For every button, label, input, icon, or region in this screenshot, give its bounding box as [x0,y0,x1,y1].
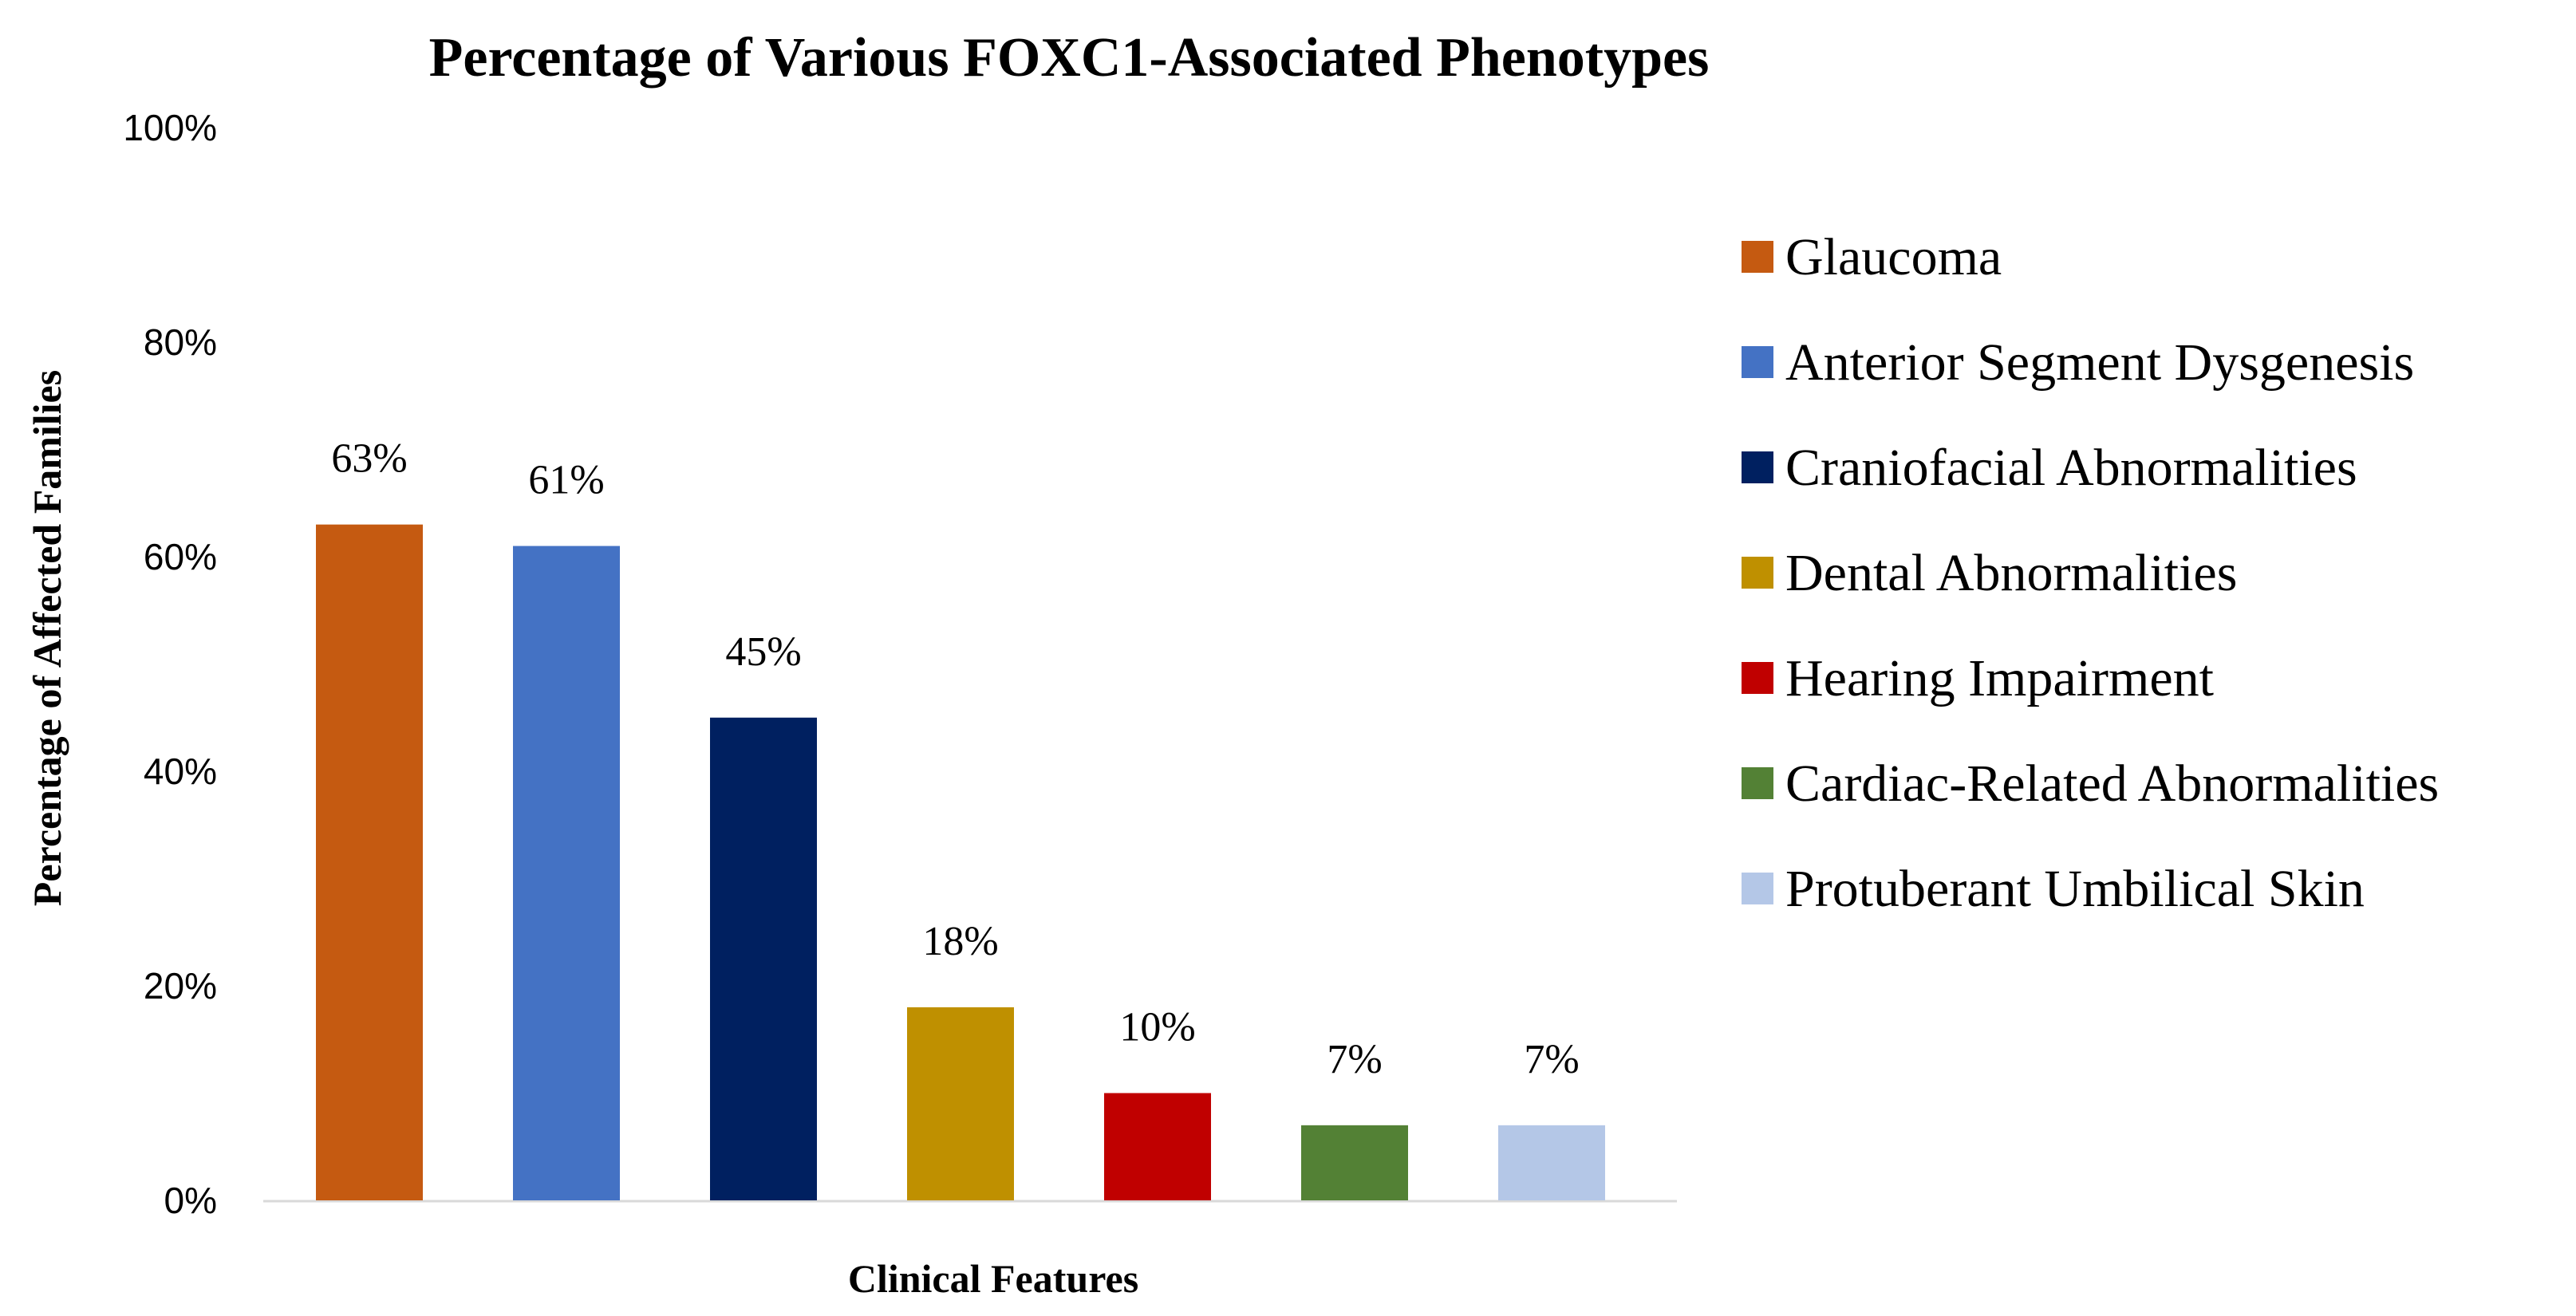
bars-group [316,524,1605,1200]
data-label: 7% [1524,1037,1579,1082]
legend-swatch [1742,346,1773,378]
legend-swatch [1742,767,1773,799]
y-tick-label: 60% [144,536,217,577]
legend-label: Glaucoma [1785,228,2002,286]
legend-label: Anterior Segment Dysgenesis [1785,333,2414,392]
bar-glaucoma [316,524,423,1200]
x-axis-title: Clinical Features [848,1256,1138,1301]
data-label: 10% [1119,1005,1195,1050]
bar-dental-abnormalities [907,1007,1014,1200]
bar-cardiac-related-abnormalities [1301,1125,1408,1200]
data-label: 7% [1327,1037,1382,1082]
legend-label: Cardiac-Related Abnormalities [1785,755,2439,813]
bar-hearing-impairment [1104,1093,1211,1200]
data-labels-group: 63% 61% 45% 18% 10% 7% 7% [331,436,1579,1082]
legend-label: Protuberant Umbilical Skin [1785,860,2365,918]
y-tick-label: 0% [164,1180,217,1221]
legend-swatch [1742,557,1773,589]
y-tick-label: 40% [144,751,217,792]
y-axis-title: Percentage of Affected Families [25,370,69,906]
legend-swatch [1742,662,1773,694]
data-label: 61% [528,458,604,503]
y-tick-label: 20% [144,965,217,1007]
bar-anterior-segment-dysgenesis [513,546,620,1200]
bar-protuberant-umbilical-skin [1498,1125,1605,1200]
data-label: 18% [922,919,998,964]
legend-swatch [1742,241,1773,273]
legend-label: Hearing Impairment [1785,649,2214,707]
data-label: 45% [725,629,801,675]
legend-swatch [1742,873,1773,904]
y-tick-label: 80% [144,321,217,363]
legend: Glaucoma Anterior Segment Dysgenesis Crani… [1742,228,2439,918]
legend-label: Dental Abnormalities [1785,544,2237,602]
legend-label: Craniofacial Abnormalities [1785,439,2357,497]
y-tick-label: 100% [123,107,217,148]
data-label: 63% [331,436,407,482]
y-axis-ticks: 0% 20% 40% 60% 80% 100% [123,107,217,1221]
chart-title: Percentage of Various FOXC1-Associated P… [429,27,1710,89]
bar-craniofacial-abnormalities [710,717,817,1200]
legend-swatch [1742,451,1773,483]
